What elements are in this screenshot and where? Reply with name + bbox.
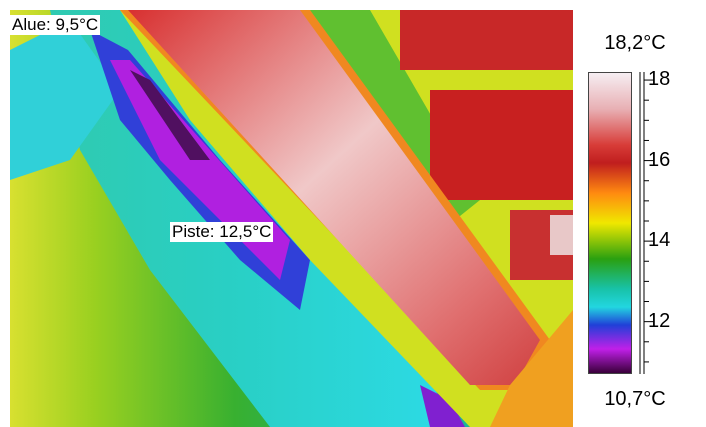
- spot-measurement-label: Piste: 12,5°C: [170, 222, 274, 242]
- color-bar: [588, 72, 632, 374]
- scale-tick-label: 12: [648, 309, 671, 332]
- scale-max-label: 18,2°C: [604, 32, 666, 54]
- scale-tick-label: 16: [648, 148, 671, 171]
- area-measurement-label: Alue: 9,5°C: [10, 15, 101, 35]
- scale-tick-label: 18: [648, 68, 671, 91]
- thermal-image: [10, 10, 573, 427]
- scale-min-label: 10,7°C: [604, 388, 666, 410]
- temperature-scale: 18,2°C 10,7°C 18 16 14 12: [580, 30, 706, 410]
- scale-ticks: [639, 72, 654, 374]
- scale-tick-label: 14: [648, 229, 671, 252]
